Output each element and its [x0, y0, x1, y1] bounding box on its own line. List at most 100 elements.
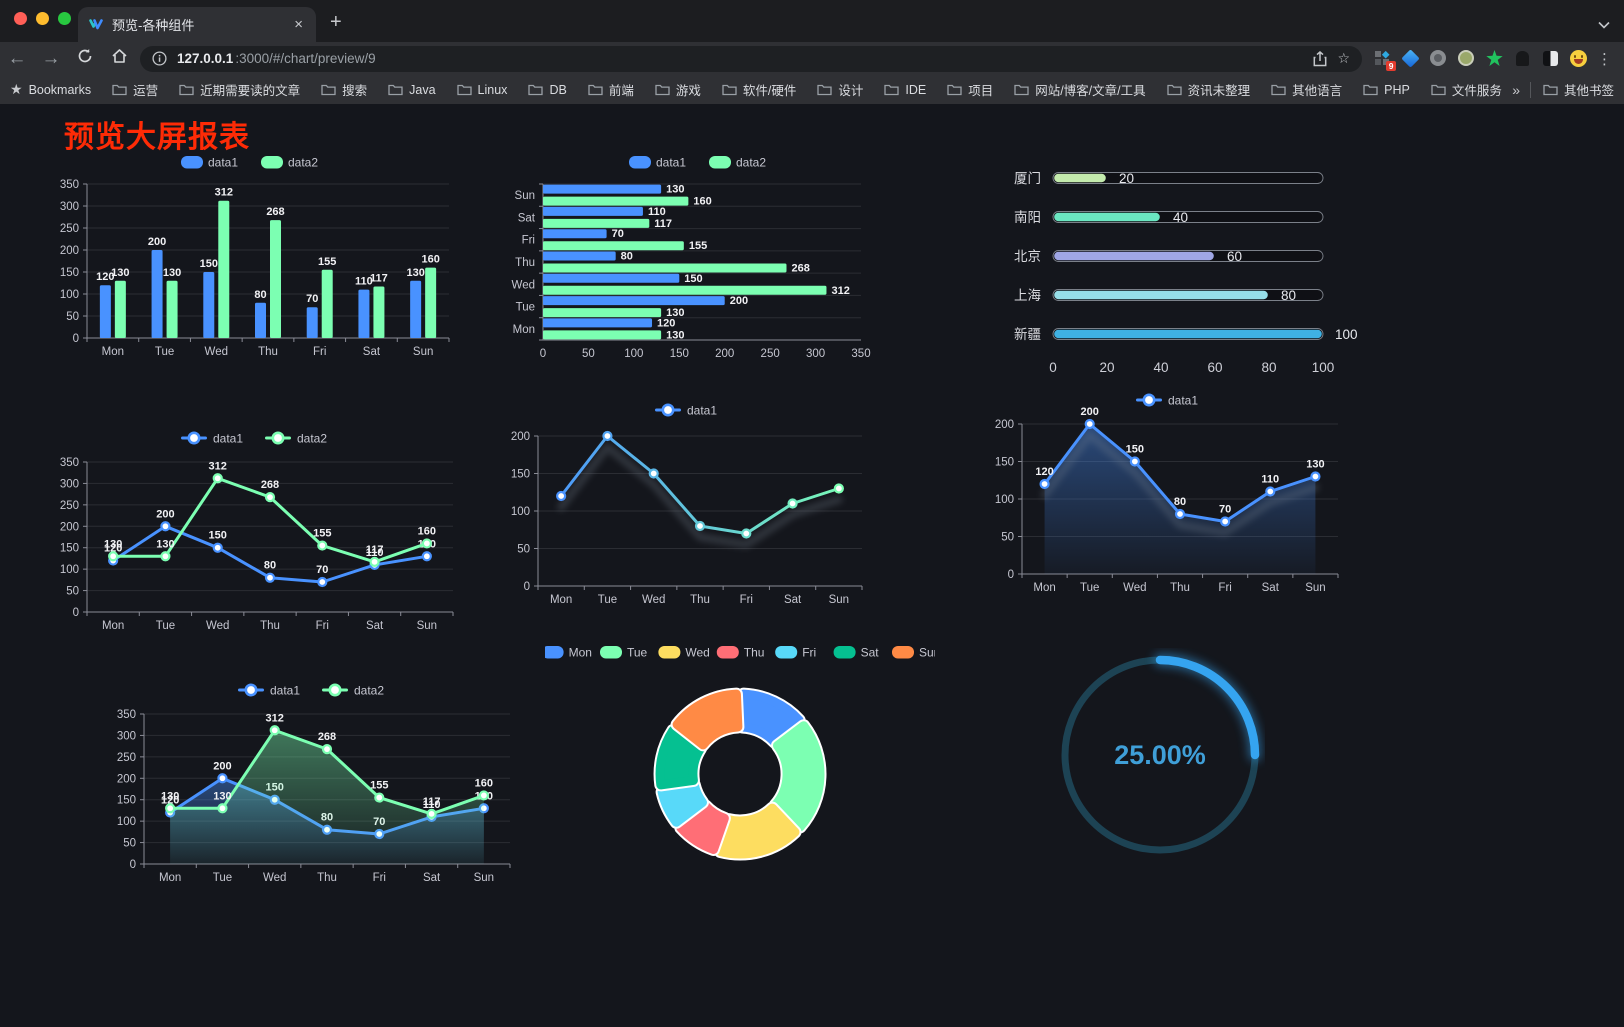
browser-menu-button[interactable]: ⋮: [1597, 50, 1612, 68]
tab-search-chevron-icon[interactable]: [1598, 16, 1610, 34]
bookmark-item[interactable]: ★ Bookmarks: [10, 81, 92, 97]
svg-text:200: 200: [213, 760, 231, 772]
extension-pin-icon[interactable]: [1514, 50, 1531, 67]
bookmark-item[interactable]: 游戏: [655, 80, 701, 99]
extension-command-icon[interactable]: [1430, 50, 1447, 67]
svg-text:50: 50: [66, 586, 79, 598]
legend-item-data2[interactable]: data2: [709, 156, 766, 170]
chart-bar-horizontal[interactable]: Sun Sat Fri Thu Wed Tue Mon 0 50 100 150 200 250 300 3…: [505, 148, 893, 366]
forward-button[interactable]: →: [41, 47, 61, 69]
svg-text:0: 0: [1008, 569, 1014, 581]
bookmark-item[interactable]: Java: [388, 83, 436, 97]
bookmark-item[interactable]: 运营: [112, 80, 158, 99]
extension-kite-icon[interactable]: [1401, 49, 1420, 68]
pie-slice-Wed[interactable]: [714, 801, 802, 861]
chart-line-gradient[interactable]: 0 50 100 150 200 Mon Tue Wed Thu Fri Sat Sun data1: [498, 396, 876, 614]
svg-text:100: 100: [1312, 360, 1335, 375]
bookmarks-overflow-chevron[interactable]: »: [1512, 81, 1520, 98]
minimize-window-button[interactable]: [36, 12, 49, 25]
emoji-extension-icon[interactable]: [1570, 50, 1587, 67]
legend-item-data2[interactable]: data2: [261, 156, 318, 170]
svg-text:Fri: Fri: [373, 872, 386, 884]
chart-donut[interactable]: Mon Tue Wed Thu Fri Sat Sun: [541, 638, 940, 890]
close-window-button[interactable]: [14, 12, 27, 25]
svg-text:Wed: Wed: [642, 594, 665, 606]
pie-slice-Sun[interactable]: [670, 687, 745, 752]
bookmark-item[interactable]: DB: [528, 83, 567, 97]
other-bookmarks-folder[interactable]: 其他书签: [1543, 80, 1614, 99]
svg-text:Thu: Thu: [260, 620, 280, 632]
bookmark-item[interactable]: 其他语言: [1271, 80, 1342, 99]
svg-text:Thu: Thu: [258, 346, 278, 358]
svg-text:Sat: Sat: [784, 594, 802, 606]
legend-item-data1[interactable]: data1: [238, 684, 300, 698]
chart-area-single[interactable]: 0 50 100 150 200 Mon Tue Wed Thu Fri Sat Sun 120 200 1…: [982, 386, 1354, 602]
site-info-icon[interactable]: [152, 51, 167, 66]
svg-text:厦门: 厦门: [1014, 171, 1041, 186]
svg-text:312: 312: [266, 712, 284, 724]
svg-text:130: 130: [666, 184, 684, 196]
url-bar[interactable]: 127.0.0.1 :3000/#/chart/preview/9 ☆: [140, 45, 1362, 72]
svg-text:150: 150: [209, 530, 227, 542]
tab-favicon: [89, 18, 103, 29]
bookmark-item[interactable]: 文件服务器: [1431, 80, 1502, 99]
legend-item-data1[interactable]: data1: [181, 432, 243, 446]
bookmark-item[interactable]: 搜索: [321, 80, 367, 99]
tab-close-button[interactable]: ×: [294, 16, 303, 33]
legend-item-Fri[interactable]: Fri: [775, 646, 816, 660]
svg-text:300: 300: [60, 201, 79, 213]
svg-text:上海: 上海: [1014, 288, 1041, 303]
legend-item-data1[interactable]: data1: [629, 156, 686, 170]
chart-gauge[interactable]: 25.00%: [1055, 648, 1265, 863]
legend-item-Thu[interactable]: Thu: [716, 646, 765, 660]
legend-item-Wed[interactable]: Wed: [658, 646, 710, 660]
darkreader-icon[interactable]: [1542, 50, 1559, 67]
folder-icon: [528, 84, 544, 96]
svg-text:200: 200: [715, 348, 734, 360]
legend-item-data1[interactable]: data1: [1136, 394, 1198, 408]
bookmark-item[interactable]: IDE: [884, 83, 926, 97]
bookmark-item[interactable]: 资讯未整理: [1166, 80, 1250, 99]
new-tab-button[interactable]: +: [330, 11, 342, 33]
bookmark-item[interactable]: 设计: [817, 80, 863, 99]
legend-item-data2[interactable]: data2: [265, 432, 327, 446]
svg-text:117: 117: [370, 273, 388, 285]
svg-text:200: 200: [995, 419, 1014, 431]
legend-item-Sun[interactable]: Sun: [892, 646, 940, 660]
svg-text:70: 70: [306, 293, 318, 305]
bookmark-item[interactable]: 项目: [947, 80, 993, 99]
pie-slice-Tue[interactable]: [768, 719, 827, 834]
bookmark-item[interactable]: 近期需要读的文章: [179, 80, 300, 99]
back-button[interactable]: ←: [7, 47, 27, 69]
chart-bar-grouped[interactable]: 0 50 100 150 200 250 300 350 Mon Tue Wed Thu Fri Sat S…: [45, 148, 457, 366]
chart-area-dual[interactable]: 0 50 100 150 200 250 300 350 Mon Tue Wed Thu Fri Sat S…: [102, 676, 522, 890]
svg-text:100: 100: [624, 348, 643, 360]
home-button[interactable]: [102, 48, 136, 70]
share-icon[interactable]: [1313, 50, 1327, 67]
legend-item-data2[interactable]: data2: [322, 684, 384, 698]
legend-item-Tue[interactable]: Tue: [600, 646, 648, 660]
chart-line-dual[interactable]: 0 50 100 150 200 250 300 350 Mon Tue Wed Thu Fri Sat S…: [45, 424, 465, 640]
zoom-window-button[interactable]: [58, 12, 71, 25]
svg-text:Fri: Fri: [1218, 582, 1231, 594]
extension-grid-icon[interactable]: 9: [1374, 50, 1396, 71]
legend-item-Sat[interactable]: Sat: [833, 646, 880, 660]
pie-slice-Sat[interactable]: [653, 724, 708, 792]
legend-item-data1[interactable]: data1: [181, 156, 238, 170]
bookmark-star-icon[interactable]: ☆: [1337, 50, 1350, 66]
extension-star-icon[interactable]: [1486, 50, 1503, 67]
legend-item-Mon[interactable]: Mon: [541, 646, 592, 660]
reload-button[interactable]: [68, 48, 102, 70]
extension-circle-icon[interactable]: [1458, 50, 1475, 67]
pie-slice-Mon[interactable]: [735, 687, 806, 749]
bookmark-item[interactable]: PHP: [1363, 83, 1410, 97]
svg-text:0: 0: [540, 348, 546, 360]
svg-text:130: 130: [161, 790, 179, 802]
browser-tab[interactable]: 预览-各种组件 ×: [78, 7, 316, 42]
bookmark-item[interactable]: 软件/硬件: [722, 80, 796, 99]
bookmark-item[interactable]: 网站/博客/文章/工具: [1014, 80, 1146, 99]
bookmark-item[interactable]: Linux: [456, 83, 507, 97]
chart-progress-bars[interactable]: 厦门 20 南阳 40 北京 60 上海 80 新疆 100 0 20 40 60 80 100: [995, 156, 1367, 386]
legend-item-data1[interactable]: data1: [655, 404, 717, 418]
bookmark-item[interactable]: 前端: [588, 80, 634, 99]
